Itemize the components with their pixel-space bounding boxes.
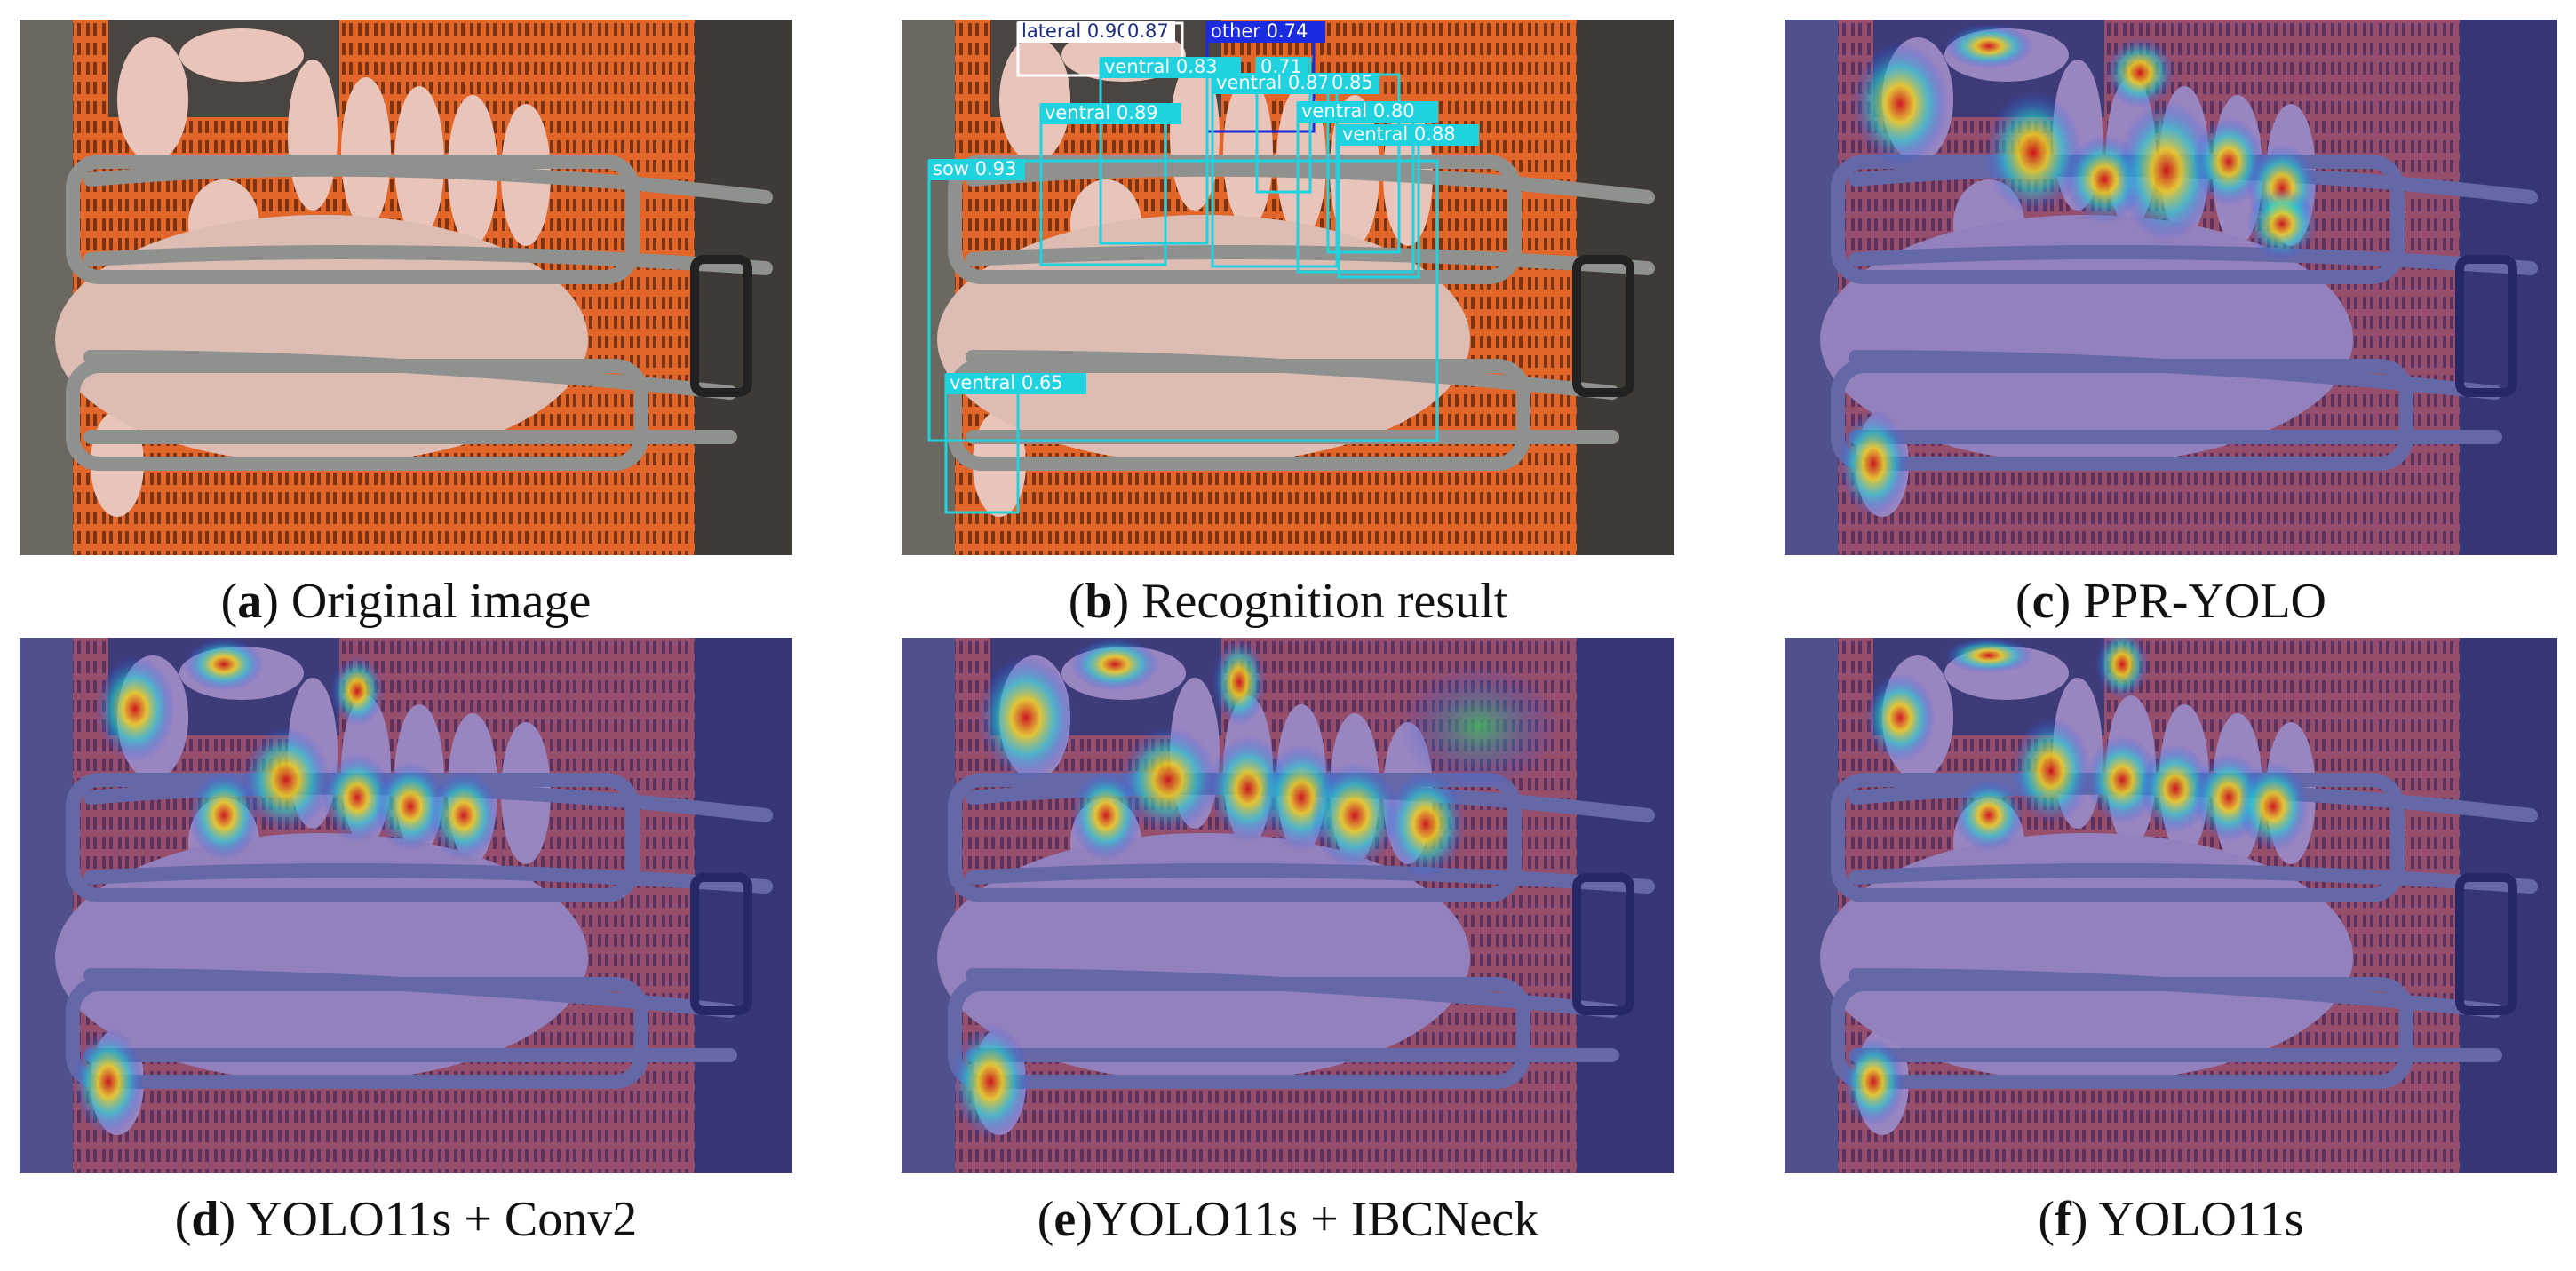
detection-label: 0.85 bbox=[1332, 72, 1373, 93]
bounding-box bbox=[927, 159, 1439, 442]
caption-text: ) Recognition result bbox=[1112, 574, 1508, 629]
panel-image bbox=[1785, 638, 2557, 1173]
heat-blob bbox=[1399, 664, 1559, 789]
caption-text: ( bbox=[1037, 1192, 1054, 1247]
heat-blob bbox=[1851, 42, 1949, 166]
heat-blob bbox=[428, 771, 499, 860]
heat-blob bbox=[188, 771, 259, 860]
caption: (b) Recognition result bbox=[848, 573, 1728, 630]
caption-text: ( bbox=[174, 1192, 192, 1247]
heat-blob bbox=[1310, 762, 1399, 869]
heat-blob bbox=[184, 638, 264, 691]
heat-blob bbox=[1070, 771, 1141, 860]
heat-blob bbox=[322, 753, 393, 842]
detection-label: ventral 0.87 bbox=[1216, 72, 1330, 93]
detection: ventral 0.65 bbox=[944, 372, 1086, 514]
detection-label: ventral 0.88 bbox=[1342, 123, 1456, 145]
heat-blob bbox=[95, 655, 175, 762]
caption-text: ) PPR-YOLO bbox=[2054, 574, 2326, 629]
heat-blob bbox=[1386, 771, 1466, 878]
detection: other 0.74 bbox=[1205, 20, 1325, 133]
label-bg bbox=[1207, 21, 1325, 43]
heat-blob bbox=[1842, 1037, 1904, 1126]
caption-letter: c bbox=[2031, 574, 2055, 629]
detection: 0.87 bbox=[1124, 20, 1175, 43]
heat-blob bbox=[1864, 673, 1936, 762]
panel-image: lateral 0.900.87 other 0.74 ventral 0.83 0.… bbox=[902, 20, 1674, 555]
caption-text: ) YOLO11s bbox=[2071, 1192, 2304, 1247]
heat-blob bbox=[2104, 37, 2175, 108]
scene bbox=[20, 20, 792, 555]
heat-blob bbox=[2118, 99, 2215, 242]
detection-label: ventral 0.80 bbox=[1301, 100, 1415, 122]
label-bg bbox=[946, 373, 1086, 394]
detection: ventral 0.89 bbox=[1039, 102, 1181, 266]
detection-label: ventral 0.83 bbox=[1104, 56, 1218, 77]
heat-blob bbox=[2087, 735, 2158, 824]
heat-blob bbox=[2193, 117, 2264, 206]
detection-label: sow 0.93 bbox=[933, 158, 1016, 179]
heat-blob bbox=[1984, 91, 2082, 215]
caption-text: ) Original image bbox=[262, 574, 592, 629]
detection-label: ventral 0.89 bbox=[1045, 102, 1158, 123]
heat-blob bbox=[2238, 762, 2309, 851]
caption-text: ) YOLO11s + Conv2 bbox=[219, 1192, 638, 1247]
heat-blob bbox=[1119, 727, 1217, 833]
detection: sow 0.93 bbox=[927, 158, 1439, 442]
label-bg bbox=[1328, 73, 1379, 94]
detection-label: 0.87 bbox=[1127, 20, 1169, 42]
heat-blob bbox=[1838, 410, 1909, 517]
caption-letter: b bbox=[1085, 574, 1113, 629]
caption: (f) YOLO11s bbox=[1731, 1191, 2576, 1248]
label-bg bbox=[929, 159, 1025, 180]
caption-letter: e bbox=[1053, 1192, 1077, 1247]
heat-blob bbox=[242, 727, 330, 833]
detection-label: other 0.74 bbox=[1211, 20, 1308, 42]
heat-blob bbox=[1212, 638, 1266, 727]
caption-text: ( bbox=[2015, 574, 2032, 629]
detection-label: lateral 0.90 bbox=[1022, 20, 1129, 42]
heat-blob bbox=[1953, 780, 2024, 851]
detection: ventral 0.88 bbox=[1337, 123, 1479, 279]
caption-letter: f bbox=[2055, 1192, 2071, 1247]
label-bg bbox=[1339, 124, 1479, 146]
heat-blob bbox=[73, 1029, 144, 1135]
detection-label: ventral 0.65 bbox=[950, 372, 1063, 393]
panel-image bbox=[1785, 20, 2557, 555]
heat-blob bbox=[2011, 718, 2091, 824]
heat-blob bbox=[330, 655, 384, 727]
heat-blob bbox=[2140, 744, 2211, 833]
panel-image bbox=[20, 638, 792, 1173]
caption: (d) YOLO11s + Conv2 bbox=[0, 1191, 846, 1248]
caption: (c) PPR-YOLO bbox=[1731, 573, 2576, 630]
caption-text: ( bbox=[1068, 574, 1085, 629]
heat-blob bbox=[950, 1024, 1030, 1140]
panel-image bbox=[20, 20, 792, 555]
detection: 0.85 bbox=[1326, 72, 1401, 254]
heat-blob bbox=[375, 762, 446, 851]
label-bg bbox=[1041, 103, 1181, 124]
caption-text: )YOLO11s + IBCNeck bbox=[1076, 1192, 1539, 1247]
heat-blob bbox=[2095, 638, 2149, 700]
caption-letter: d bbox=[191, 1192, 219, 1247]
heat-blob bbox=[2246, 188, 2318, 259]
heat-blob bbox=[1944, 638, 2033, 673]
caption-text: ( bbox=[220, 574, 238, 629]
label-bg bbox=[1124, 21, 1175, 43]
caption-letter: a bbox=[237, 574, 263, 629]
heat-blob bbox=[977, 655, 1075, 780]
label-bg bbox=[1298, 101, 1438, 123]
panel-image bbox=[902, 638, 1674, 1173]
caption: (a) Original image bbox=[0, 573, 846, 630]
caption: (e)YOLO11s + IBCNeck bbox=[848, 1191, 1728, 1248]
caption-text: ( bbox=[2038, 1192, 2055, 1247]
heat-blob bbox=[1070, 638, 1159, 691]
detection: ventral 0.80 bbox=[1296, 100, 1438, 274]
heat-blob bbox=[1944, 24, 2033, 68]
